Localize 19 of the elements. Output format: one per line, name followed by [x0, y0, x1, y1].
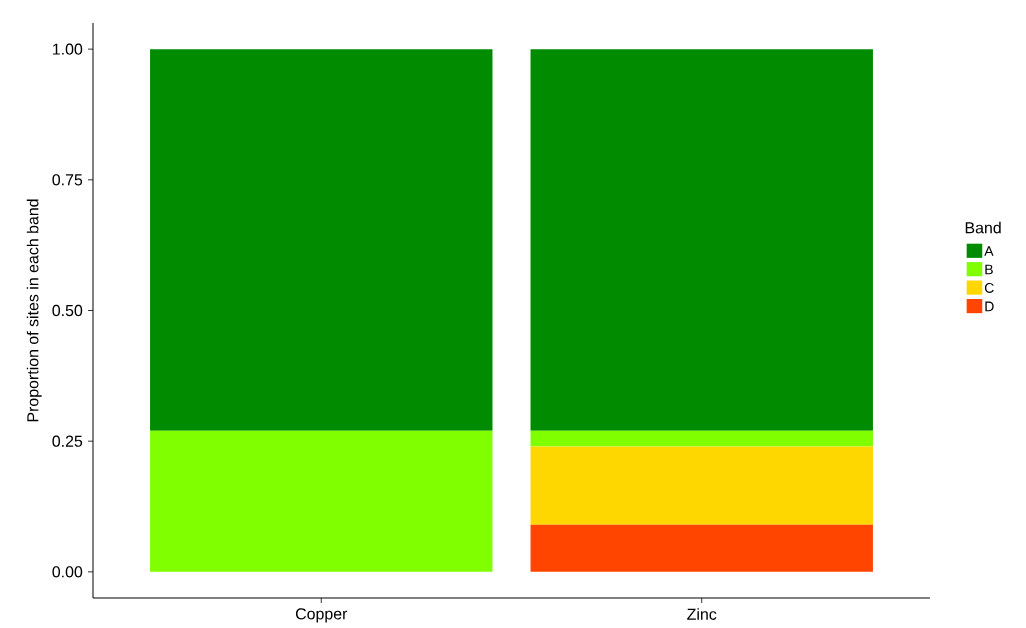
bar: [530, 49, 873, 431]
y-tick-label: 0.00: [52, 566, 83, 578]
legend-label: C: [984, 283, 994, 294]
bar: [530, 446, 873, 526]
y-tick-label: 0.25: [52, 435, 83, 448]
bar: [530, 430, 873, 447]
x-tick-label: Copper: [295, 608, 348, 623]
legend-label: B: [985, 264, 993, 275]
y-tick-label: 1.00: [53, 43, 83, 55]
y-tick-label: 0.50: [52, 305, 83, 317]
y-tick-label: 0.75: [52, 174, 83, 186]
legend-label: D: [985, 301, 994, 312]
bar: [530, 525, 873, 573]
legend-title: Band: [965, 221, 1001, 234]
y-axis-title: Proportion of sites in each band: [26, 199, 42, 422]
x-tick-label: Zinc: [687, 608, 717, 621]
legend-label: A: [984, 246, 994, 257]
bar: [150, 49, 493, 431]
bar: [150, 430, 493, 573]
